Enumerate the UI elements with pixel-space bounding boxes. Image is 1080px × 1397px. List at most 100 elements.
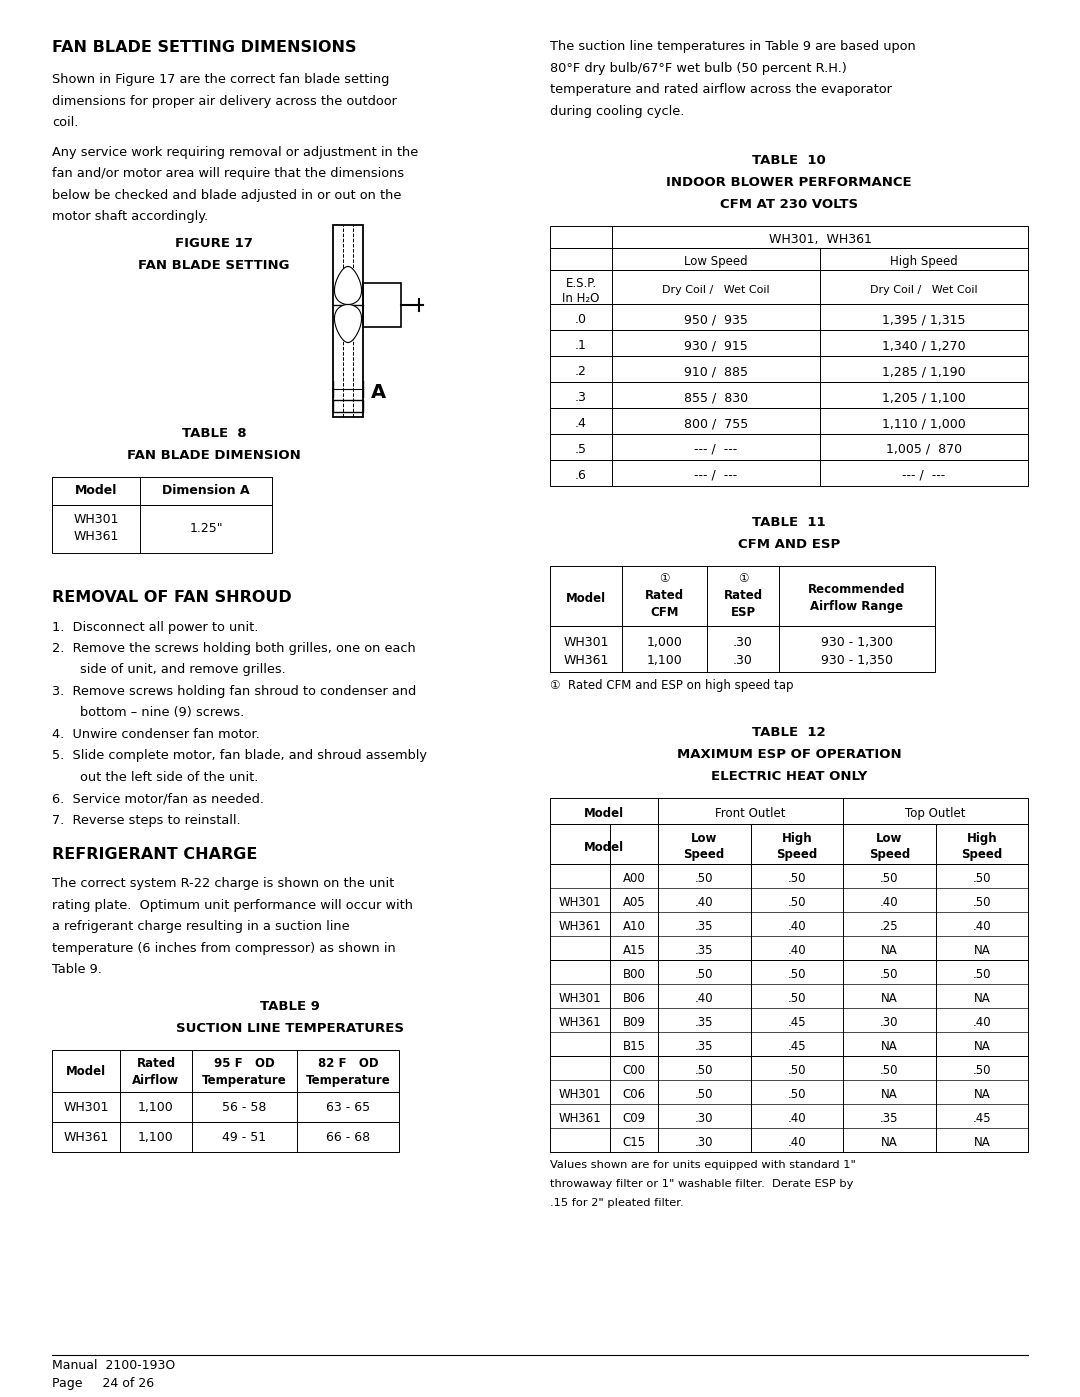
Text: 1.  Disconnect all power to unit.: 1. Disconnect all power to unit.: [52, 620, 258, 633]
Text: temperature and rated airflow across the evaporator: temperature and rated airflow across the…: [550, 82, 892, 96]
Text: 6.  Service motor/fan as needed.: 6. Service motor/fan as needed.: [52, 792, 264, 806]
Text: 1,100: 1,100: [647, 654, 683, 666]
Text: .50: .50: [880, 1065, 899, 1077]
Text: High: High: [782, 833, 812, 845]
Bar: [550, 566, 935, 626]
Text: .50: .50: [696, 968, 714, 981]
Text: motor shaft accordingly.: motor shaft accordingly.: [52, 210, 208, 224]
Text: A00: A00: [623, 872, 646, 886]
Text: .40: .40: [972, 921, 991, 933]
Text: 1,395 / 1,315: 1,395 / 1,315: [882, 313, 966, 326]
Text: 82 F   OD: 82 F OD: [318, 1058, 378, 1070]
Text: WH361: WH361: [558, 1112, 602, 1125]
Text: .50: .50: [787, 872, 806, 886]
Text: FAN BLADE SETTING: FAN BLADE SETTING: [138, 258, 289, 271]
Text: Dry Coil /   Wet Coil: Dry Coil / Wet Coil: [870, 285, 977, 295]
Text: Dry Coil /   Wet Coil: Dry Coil / Wet Coil: [662, 285, 770, 295]
Text: Page     24 of 26: Page 24 of 26: [52, 1377, 154, 1390]
Text: .50: .50: [880, 968, 899, 981]
Text: .40: .40: [787, 944, 806, 957]
Text: .40: .40: [787, 1112, 806, 1125]
Text: temperature (6 inches from compressor) as shown in: temperature (6 inches from compressor) a…: [52, 942, 395, 956]
Text: .50: .50: [696, 872, 714, 886]
Text: NA: NA: [881, 1088, 897, 1101]
Text: .40: .40: [880, 895, 899, 909]
Text: Model: Model: [75, 483, 118, 496]
Text: .50: .50: [787, 895, 806, 909]
Text: fan and/or motor area will require that the dimensions: fan and/or motor area will require that …: [52, 168, 404, 180]
Text: 1,285 / 1,190: 1,285 / 1,190: [882, 365, 966, 379]
Text: .35: .35: [880, 1112, 899, 1125]
Text: C06: C06: [622, 1088, 646, 1101]
Text: 930 - 1,300: 930 - 1,300: [821, 636, 893, 650]
Bar: [550, 434, 1028, 460]
Text: B00: B00: [622, 968, 646, 981]
Text: .50: .50: [972, 895, 991, 909]
Text: Low: Low: [691, 833, 717, 845]
Text: 950 /  935: 950 / 935: [684, 313, 748, 326]
Text: Rated: Rated: [645, 590, 684, 602]
Text: .35: .35: [696, 1039, 714, 1053]
Text: Speed: Speed: [961, 848, 1002, 861]
Bar: [52, 1122, 399, 1153]
Text: 1,000: 1,000: [647, 636, 683, 650]
Text: .45: .45: [787, 1016, 806, 1030]
Text: Shown in Figure 17 are the correct fan blade setting: Shown in Figure 17 are the correct fan b…: [52, 73, 390, 87]
Text: The suction line temperatures in Table 9 are based upon: The suction line temperatures in Table 9…: [550, 41, 916, 53]
Text: 1,005 /  870: 1,005 / 870: [886, 443, 962, 455]
Text: .40: .40: [972, 1016, 991, 1030]
Text: Manual  2100-193O: Manual 2100-193O: [52, 1359, 175, 1372]
Text: WH301: WH301: [73, 513, 119, 525]
Text: Low Speed: Low Speed: [685, 256, 747, 268]
Text: B09: B09: [622, 1016, 646, 1030]
Text: Speed: Speed: [868, 848, 909, 861]
Text: .50: .50: [787, 992, 806, 1004]
Text: Recommended: Recommended: [808, 583, 906, 597]
Text: dimensions for proper air delivery across the outdoor: dimensions for proper air delivery acros…: [52, 95, 396, 108]
Text: FAN BLADE DIMENSION: FAN BLADE DIMENSION: [127, 448, 300, 461]
Polygon shape: [335, 267, 362, 305]
Text: 49 - 51: 49 - 51: [222, 1132, 267, 1144]
Bar: [550, 460, 1028, 486]
Bar: [550, 249, 1028, 270]
Text: Temperature: Temperature: [306, 1074, 390, 1087]
Bar: [333, 400, 363, 412]
Bar: [363, 282, 401, 327]
Text: 4.  Unwire condenser fan motor.: 4. Unwire condenser fan motor.: [52, 728, 260, 740]
Bar: [550, 626, 935, 672]
Text: 1,100: 1,100: [138, 1101, 174, 1113]
Text: Any service work requiring removal or adjustment in the: Any service work requiring removal or ad…: [52, 145, 418, 158]
Bar: [550, 824, 1028, 863]
Text: .50: .50: [972, 872, 991, 886]
Text: .35: .35: [696, 921, 714, 933]
Text: .40: .40: [694, 992, 714, 1004]
Text: 2.  Remove the screws holding both grilles, one on each: 2. Remove the screws holding both grille…: [52, 643, 416, 655]
Text: In H₂O: In H₂O: [563, 292, 599, 305]
Text: Model: Model: [584, 841, 624, 854]
Text: .4: .4: [575, 416, 586, 430]
Text: MAXIMUM ESP OF OPERATION: MAXIMUM ESP OF OPERATION: [677, 747, 902, 761]
Text: WH301: WH301: [64, 1101, 109, 1113]
Text: Dimension A: Dimension A: [162, 483, 249, 496]
Text: .45: .45: [787, 1039, 806, 1053]
Text: 800 /  755: 800 / 755: [684, 416, 748, 430]
Text: High Speed: High Speed: [890, 256, 958, 268]
Text: 66 - 68: 66 - 68: [326, 1132, 370, 1144]
Text: 80°F dry bulb/67°F wet bulb (50 percent R.H.): 80°F dry bulb/67°F wet bulb (50 percent …: [550, 61, 847, 74]
Text: .50: .50: [972, 968, 991, 981]
Text: .50: .50: [972, 1065, 991, 1077]
Text: .40: .40: [694, 895, 714, 909]
Text: C15: C15: [622, 1136, 646, 1148]
Text: .40: .40: [787, 921, 806, 933]
Text: .50: .50: [696, 1065, 714, 1077]
Text: .30: .30: [733, 654, 753, 666]
Text: High: High: [967, 833, 997, 845]
Text: WH301,  WH361: WH301, WH361: [769, 233, 872, 246]
Text: Table 9.: Table 9.: [52, 964, 102, 977]
Text: NA: NA: [881, 1039, 897, 1053]
Text: Speed: Speed: [684, 848, 725, 861]
Bar: [333, 225, 363, 416]
Text: B15: B15: [622, 1039, 646, 1053]
Text: CFM AT 230 VOLTS: CFM AT 230 VOLTS: [720, 198, 859, 211]
Text: WH361: WH361: [564, 654, 609, 666]
